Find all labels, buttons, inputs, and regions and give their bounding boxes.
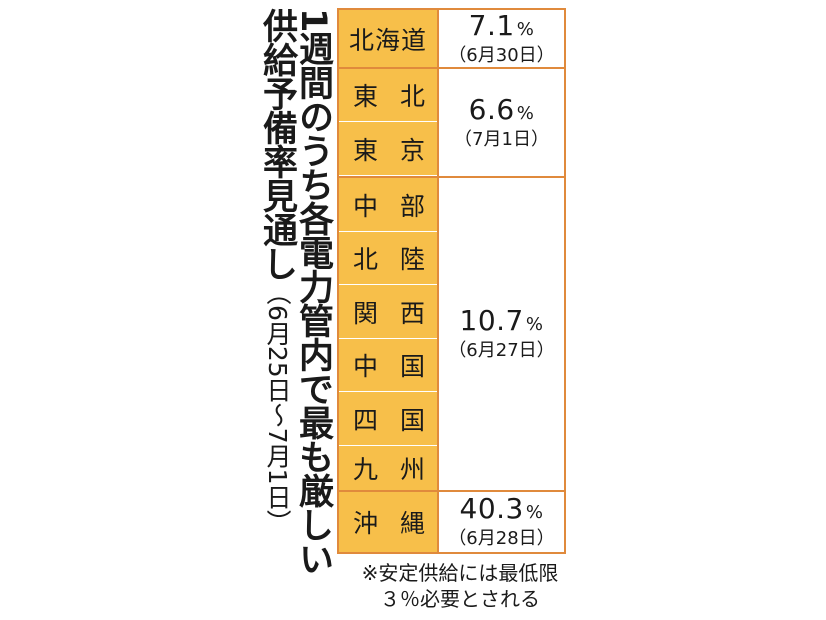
region-label-b: 部 [399, 191, 425, 221]
region-label-a: 中 [353, 352, 379, 381]
row-divider [339, 67, 437, 69]
value-cell-hokkaido: 7.1% （6月30日） [439, 10, 564, 69]
peak-date: （6月27日） [448, 340, 555, 361]
region-label-a: 関 [353, 298, 379, 328]
reserve-percent: 6.6% [468, 92, 535, 126]
footnote-line2: ３％必要とされる [380, 587, 540, 611]
region-hokkaido: 北海道 [339, 10, 437, 68]
region-kansai: 関西 [339, 285, 437, 339]
region-label-b: 北 [399, 82, 425, 111]
title-main: 1週間のうち各電力管内で最も厳しい [293, 8, 333, 576]
region-label-b: 国 [399, 352, 425, 381]
region-label-a: 北 [353, 245, 379, 274]
region-shikoku: 四国 [339, 392, 437, 446]
region-label-b: 西 [399, 298, 425, 328]
title-sub: 供給予備率見通し（6月25日〜7月1日） [252, 8, 303, 535]
row-divider [339, 176, 437, 178]
region-label-a: 東 [353, 82, 379, 111]
reserve-margin-table: 北海道 東北 東京 中部 北陸 関西 中国 四国 九州 沖縄 7.1% （6月3… [337, 8, 566, 554]
reserve-percent: 40.3% [459, 492, 544, 525]
region-label-a: 九 [353, 455, 379, 484]
reserve-percent: 7.1% [468, 8, 535, 42]
region-tohoku: 東北 [339, 69, 437, 122]
footnote: ※安定供給には最低限 ３％必要とされる [340, 560, 580, 612]
region-label-b: 陸 [399, 245, 425, 274]
value-column: 7.1% （6月30日） 6.6% （7月1日） 10.7% （6月27日） 4… [437, 10, 564, 552]
region-label-b: 国 [399, 405, 425, 435]
title-sub-main: 供給予備率見通し [257, 8, 297, 280]
region-kyushu: 九州 [339, 446, 437, 491]
region-tokyo: 東京 [339, 122, 437, 176]
region-label-b: 京 [399, 135, 425, 165]
region-column: 北海道 東北 東京 中部 北陸 関西 中国 四国 九州 沖縄 [339, 10, 437, 552]
value-cell-tohoku-tokyo: 6.6% （7月1日） [439, 69, 564, 178]
region-label-a: 四 [353, 405, 379, 435]
region-chubu: 中部 [339, 178, 437, 232]
peak-date: （6月30日） [448, 44, 555, 66]
reserve-percent: 10.7% [459, 304, 544, 337]
region-label-a: 沖 [353, 509, 379, 538]
region-label-a: 東 [353, 135, 379, 165]
peak-date: （6月28日） [448, 528, 555, 549]
region-okinawa: 沖縄 [339, 492, 437, 552]
region-label-a: 中 [353, 191, 379, 221]
row-divider [339, 490, 437, 492]
region-label-b: 縄 [399, 509, 425, 538]
title-date-range: （6月25日〜7月1日） [263, 280, 292, 535]
region-hokuriku: 北陸 [339, 232, 437, 285]
region-chugoku: 中国 [339, 339, 437, 392]
value-cell-okinawa: 40.3% （6月28日） [439, 492, 564, 552]
value-cell-west: 10.7% （6月27日） [439, 178, 564, 492]
region-label-b: 州 [399, 455, 425, 484]
region-label: 北海道 [348, 25, 427, 55]
footnote-line1: ※安定供給には最低限 [361, 561, 559, 585]
peak-date: （7月1日） [454, 128, 549, 150]
